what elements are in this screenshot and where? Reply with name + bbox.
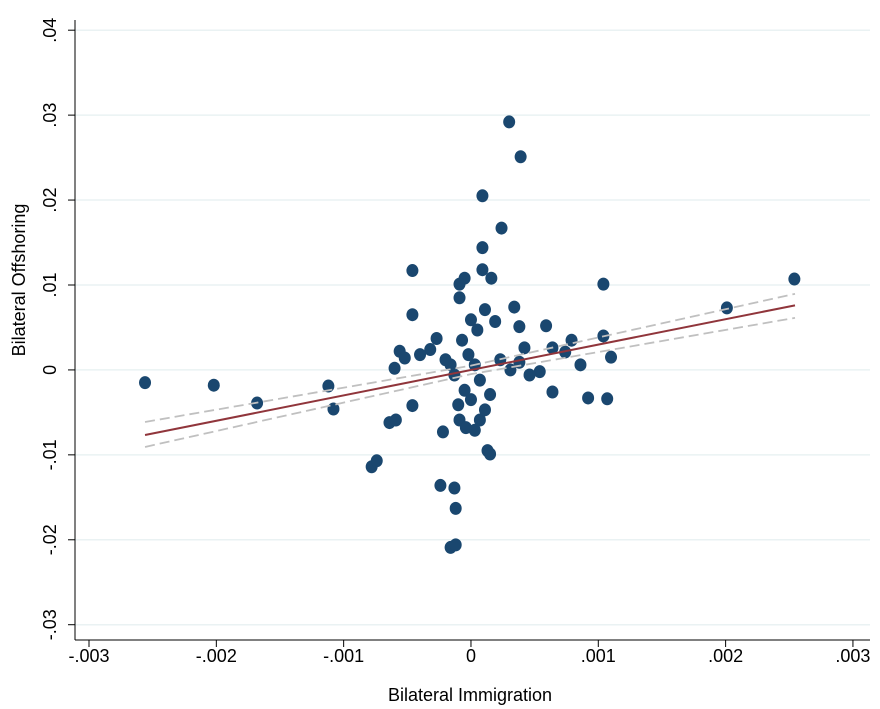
x-tick-label: .001 xyxy=(581,646,616,666)
point xyxy=(414,348,427,362)
x-axis-title: Bilateral Immigration xyxy=(388,685,552,705)
point xyxy=(453,291,466,305)
point xyxy=(605,350,618,364)
x-tick-label: .003 xyxy=(835,646,870,666)
point xyxy=(398,351,411,365)
point xyxy=(489,315,502,329)
point xyxy=(518,341,531,355)
point xyxy=(459,421,472,435)
point xyxy=(389,413,402,427)
x-tick-label: -.003 xyxy=(68,646,109,666)
confidence-band-line xyxy=(144,292,796,423)
y-tick-label: .03 xyxy=(40,103,60,128)
point xyxy=(139,376,152,390)
point xyxy=(449,501,462,515)
y-tick-label: .04 xyxy=(40,18,60,43)
confidence-band-line xyxy=(144,316,796,448)
point xyxy=(452,398,465,412)
point xyxy=(456,333,469,347)
y-axis-title: Bilateral Offshoring xyxy=(9,204,29,357)
y-tick-label: .02 xyxy=(40,188,60,213)
point xyxy=(720,301,733,315)
point xyxy=(453,277,466,291)
point xyxy=(601,392,614,406)
fit-line xyxy=(144,304,796,436)
point xyxy=(388,361,401,375)
point xyxy=(462,348,475,362)
point xyxy=(424,343,437,357)
point xyxy=(370,454,383,468)
y-tick-label: 0 xyxy=(40,365,60,375)
point xyxy=(473,373,486,387)
point xyxy=(406,264,419,278)
point xyxy=(582,391,595,405)
point xyxy=(458,383,471,397)
point xyxy=(540,319,553,333)
point xyxy=(473,413,486,427)
point xyxy=(513,320,526,334)
point xyxy=(597,277,610,291)
point xyxy=(476,189,489,203)
point xyxy=(503,115,516,129)
point xyxy=(485,271,498,285)
y-tick-label: -.01 xyxy=(40,439,60,470)
point xyxy=(471,323,484,337)
point xyxy=(478,303,491,317)
point xyxy=(788,272,801,286)
x-tick-label: -.002 xyxy=(196,646,237,666)
point xyxy=(484,388,497,402)
point xyxy=(508,300,521,314)
point xyxy=(514,150,527,164)
point xyxy=(406,399,419,413)
point xyxy=(464,393,477,407)
y-tick-label: .01 xyxy=(40,272,60,297)
y-tick-label: -.03 xyxy=(40,609,60,640)
point xyxy=(574,358,587,372)
point xyxy=(546,385,559,399)
point xyxy=(434,478,447,492)
point xyxy=(476,241,489,255)
y-tick-label: -.02 xyxy=(40,524,60,555)
point xyxy=(207,378,220,392)
point xyxy=(464,313,477,327)
x-tick-label: .002 xyxy=(708,646,743,666)
point xyxy=(449,538,462,552)
point xyxy=(533,365,546,379)
point xyxy=(436,425,449,439)
point xyxy=(523,368,536,382)
x-tick-label: 0 xyxy=(466,646,476,666)
point xyxy=(476,263,489,277)
point xyxy=(495,221,508,235)
point xyxy=(484,447,497,461)
point xyxy=(448,481,461,495)
point xyxy=(406,308,419,322)
point xyxy=(478,403,491,417)
point xyxy=(439,353,452,367)
point xyxy=(430,331,443,345)
x-tick-label: -.001 xyxy=(323,646,364,666)
